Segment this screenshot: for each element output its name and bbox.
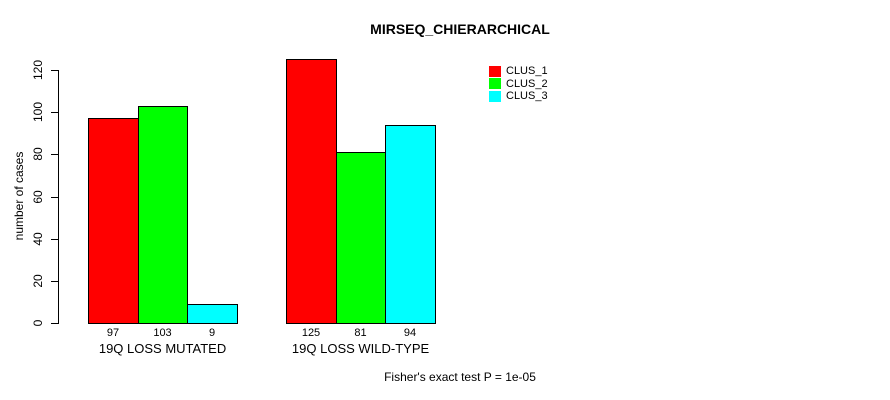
y-axis-tick bbox=[51, 154, 58, 155]
y-axis-line bbox=[58, 70, 59, 324]
y-axis-tick bbox=[51, 197, 58, 198]
bar-clus_2-1 bbox=[138, 106, 188, 324]
legend-item-clus_1: CLUS_1 bbox=[489, 65, 548, 78]
bar-value-label: 103 bbox=[153, 327, 172, 339]
bar-clus_2-2 bbox=[336, 152, 386, 324]
y-axis-tick-label: 40 bbox=[31, 232, 45, 246]
bar-clus_3-1 bbox=[187, 304, 238, 324]
legend-swatch bbox=[489, 78, 501, 90]
bar-value-label: 81 bbox=[354, 327, 367, 339]
chart-title: MIRSEQ_CHIERARCHICAL bbox=[370, 21, 550, 37]
bar-clus_1-1 bbox=[88, 118, 139, 324]
y-axis-tick-label: 120 bbox=[31, 59, 45, 81]
x-axis-group-label: 19Q LOSS MUTATED bbox=[98, 341, 227, 356]
y-axis-tick-label: 60 bbox=[31, 190, 45, 204]
legend-label: CLUS_2 bbox=[506, 77, 548, 90]
y-axis-tick bbox=[51, 281, 58, 282]
bar-value-label: 97 bbox=[106, 327, 120, 339]
bar-clus_1-2 bbox=[286, 59, 337, 324]
bar-value-label: 125 bbox=[301, 327, 321, 339]
bar-value-label: 9 bbox=[208, 327, 216, 339]
bar-clus_3-2 bbox=[385, 125, 436, 324]
legend-swatch bbox=[489, 90, 501, 102]
y-axis-tick bbox=[51, 239, 58, 240]
legend: CLUS_1 CLUS_2 CLUS_3 bbox=[489, 65, 548, 103]
stat-test-annotation: Fisher's exact test P = 1e-05 bbox=[384, 370, 536, 384]
x-axis-group-label: 19Q LOSS WILD-TYPE bbox=[291, 341, 430, 356]
y-axis-tick-label: 100 bbox=[31, 101, 45, 123]
legend-swatch bbox=[489, 65, 501, 77]
legend-item-clus_2: CLUS_2 bbox=[489, 78, 548, 91]
y-axis-tick-label: 20 bbox=[31, 274, 45, 288]
legend-label: CLUS_1 bbox=[506, 65, 548, 78]
legend-label: CLUS_3 bbox=[506, 90, 548, 103]
y-axis-tick bbox=[51, 323, 58, 324]
legend-item-clus_3: CLUS_3 bbox=[489, 90, 548, 103]
bar-value-label: 94 bbox=[403, 327, 417, 339]
y-axis-tick-label: 80 bbox=[31, 147, 45, 161]
y-axis-label: number of cases bbox=[12, 151, 26, 241]
y-axis-tick bbox=[51, 112, 58, 113]
y-axis-tick-label: 0 bbox=[31, 319, 45, 327]
y-axis-tick bbox=[51, 70, 58, 71]
